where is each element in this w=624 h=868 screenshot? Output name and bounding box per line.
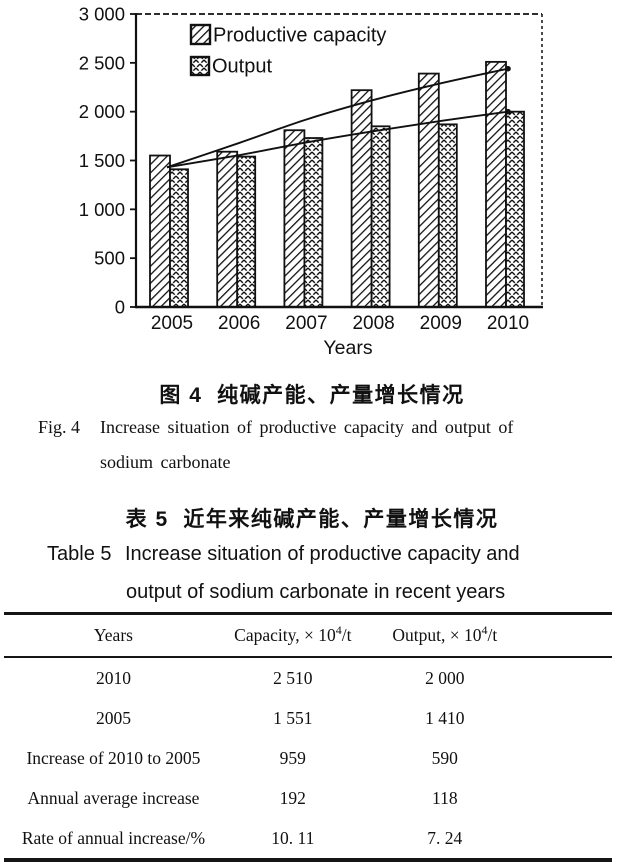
capacity-value: 10. 11 bbox=[271, 828, 315, 848]
table5: Years Capacity, × 104/t Output, × 104/t … bbox=[4, 612, 612, 862]
row-spacer bbox=[527, 818, 612, 858]
figure4-caption-line2: sodium carbonate bbox=[100, 452, 231, 472]
output-value: 1 410 bbox=[425, 708, 465, 728]
x-tick-label: 2009 bbox=[420, 313, 462, 334]
table5-caption-label: Table 5 bbox=[47, 543, 112, 565]
y-tick-label: 3 000 bbox=[79, 4, 125, 25]
bar-capacity-2008 bbox=[350, 89, 373, 308]
legend-label-capacity: Productive capacity bbox=[213, 25, 386, 47]
capacity-value: 959 bbox=[279, 748, 306, 768]
table5-caption-line2: output of sodium carbonate in recent yea… bbox=[126, 581, 506, 603]
y-tick-label: 2 500 bbox=[79, 52, 125, 73]
table5-caption-zh: 表 5 近年来纯碱产能、产量增长情况 bbox=[125, 508, 499, 531]
row-label: Increase of 2010 to 2005 bbox=[26, 748, 201, 768]
table-row-increase: Increase of 2010 to 2005 959 590 bbox=[4, 738, 612, 778]
x-tick-label: 2005 bbox=[151, 313, 193, 334]
row-spacer bbox=[527, 658, 612, 698]
table5-caption-line1: Table 5 Increase situation of productive … bbox=[47, 535, 607, 573]
header-capacity-sup: 4 bbox=[335, 623, 342, 638]
bar-output-2009 bbox=[437, 123, 458, 308]
bar-output-2010 bbox=[505, 110, 525, 308]
row-label: Rate of annual increase/% bbox=[21, 828, 206, 848]
y-tick-label: 0 bbox=[115, 297, 125, 318]
y-tick-label: 1 500 bbox=[79, 150, 125, 171]
x-axis-title: Years bbox=[323, 337, 372, 359]
table5-header-row: Years Capacity, × 104/t Output, × 104/t bbox=[4, 615, 612, 658]
header-output: Output, × 104/t bbox=[363, 615, 527, 656]
table5-caption-en: Table 5 Increase situation of productive … bbox=[47, 535, 607, 611]
bar-capacity-2007 bbox=[283, 129, 306, 308]
bar-output-2007 bbox=[303, 137, 324, 308]
output-value: 7. 24 bbox=[427, 828, 463, 848]
y-tick-label: 2 000 bbox=[79, 101, 125, 122]
output-value: 590 bbox=[431, 748, 458, 768]
bar-output-2005 bbox=[169, 168, 189, 308]
bar-capacity-2010 bbox=[485, 60, 507, 308]
bar-output-2008 bbox=[370, 125, 391, 308]
figure4-caption-zh: 图 4 纯碱产能、产量增长情况 bbox=[159, 384, 465, 407]
table-row-rate: Rate of annual increase/% 10. 11 7. 24 bbox=[4, 818, 612, 858]
header-years: Years bbox=[93, 625, 133, 645]
capacity-value: 2 510 bbox=[273, 668, 313, 688]
header-output-unit: /t bbox=[487, 625, 498, 645]
row-spacer bbox=[527, 778, 612, 818]
capacity-value: 192 bbox=[279, 788, 306, 808]
capacity-trend-line bbox=[166, 67, 509, 169]
output-trend-line bbox=[166, 110, 509, 169]
row-label: 2005 bbox=[95, 708, 131, 728]
header-capacity-text: Capacity, × 10 bbox=[234, 625, 336, 645]
figure4-caption-label: Fig. 4 bbox=[38, 417, 81, 437]
row-spacer bbox=[527, 698, 612, 738]
row-spacer bbox=[527, 738, 612, 778]
header-capacity: Capacity, × 104/t bbox=[223, 615, 363, 656]
x-tick-label: 2008 bbox=[352, 313, 394, 334]
capacity-value: 1 551 bbox=[273, 708, 313, 728]
figure4-chart: 0 500 1 000 1 500 2 000 2 500 3 000 2005 2006 200… bbox=[79, 4, 543, 359]
x-tick-label: 2010 bbox=[487, 313, 529, 334]
table5-caption-text: Increase situation of productive capacit… bbox=[125, 543, 520, 565]
figure4-caption-line1: Fig. 4 Increase situation of productive c… bbox=[38, 410, 598, 445]
figure4-caption-text: Increase situation of productive capacit… bbox=[100, 417, 514, 437]
output-trend-line-endpoint-marker bbox=[505, 108, 511, 115]
table-row-2010: 2010 2 510 2 000 bbox=[4, 658, 612, 698]
legend-label-output: Output bbox=[212, 56, 272, 78]
figure4-caption-en: Fig. 4 Increase situation of productive c… bbox=[38, 410, 598, 480]
row-label: Annual average increase bbox=[27, 788, 200, 808]
header-spacer bbox=[527, 615, 612, 656]
y-tick-label: 500 bbox=[94, 248, 125, 269]
table-row-2005: 2005 1 551 1 410 bbox=[4, 698, 612, 738]
header-output-sup: 4 bbox=[481, 623, 488, 638]
header-output-text: Output, × 10 bbox=[392, 625, 482, 645]
table-row-annual-average: Annual average increase 192 118 bbox=[4, 778, 612, 818]
bar-capacity-2006 bbox=[216, 150, 239, 308]
bar-output-2006 bbox=[236, 155, 257, 308]
legend-swatch-output-icon bbox=[189, 55, 211, 77]
bar-capacity-2005 bbox=[149, 154, 171, 308]
header-capacity-unit: /t bbox=[341, 625, 352, 645]
output-value: 118 bbox=[431, 788, 458, 808]
x-tick-label: 2007 bbox=[285, 313, 327, 334]
legend-swatch-capacity-icon bbox=[189, 23, 212, 46]
x-tick-label: 2006 bbox=[218, 313, 260, 334]
y-tick-label: 1 000 bbox=[79, 199, 125, 220]
output-value: 2 000 bbox=[425, 668, 465, 688]
row-label: 2010 bbox=[95, 668, 131, 688]
capacity-trend-line-endpoint-marker bbox=[505, 65, 511, 72]
bar-capacity-2009 bbox=[417, 72, 440, 308]
